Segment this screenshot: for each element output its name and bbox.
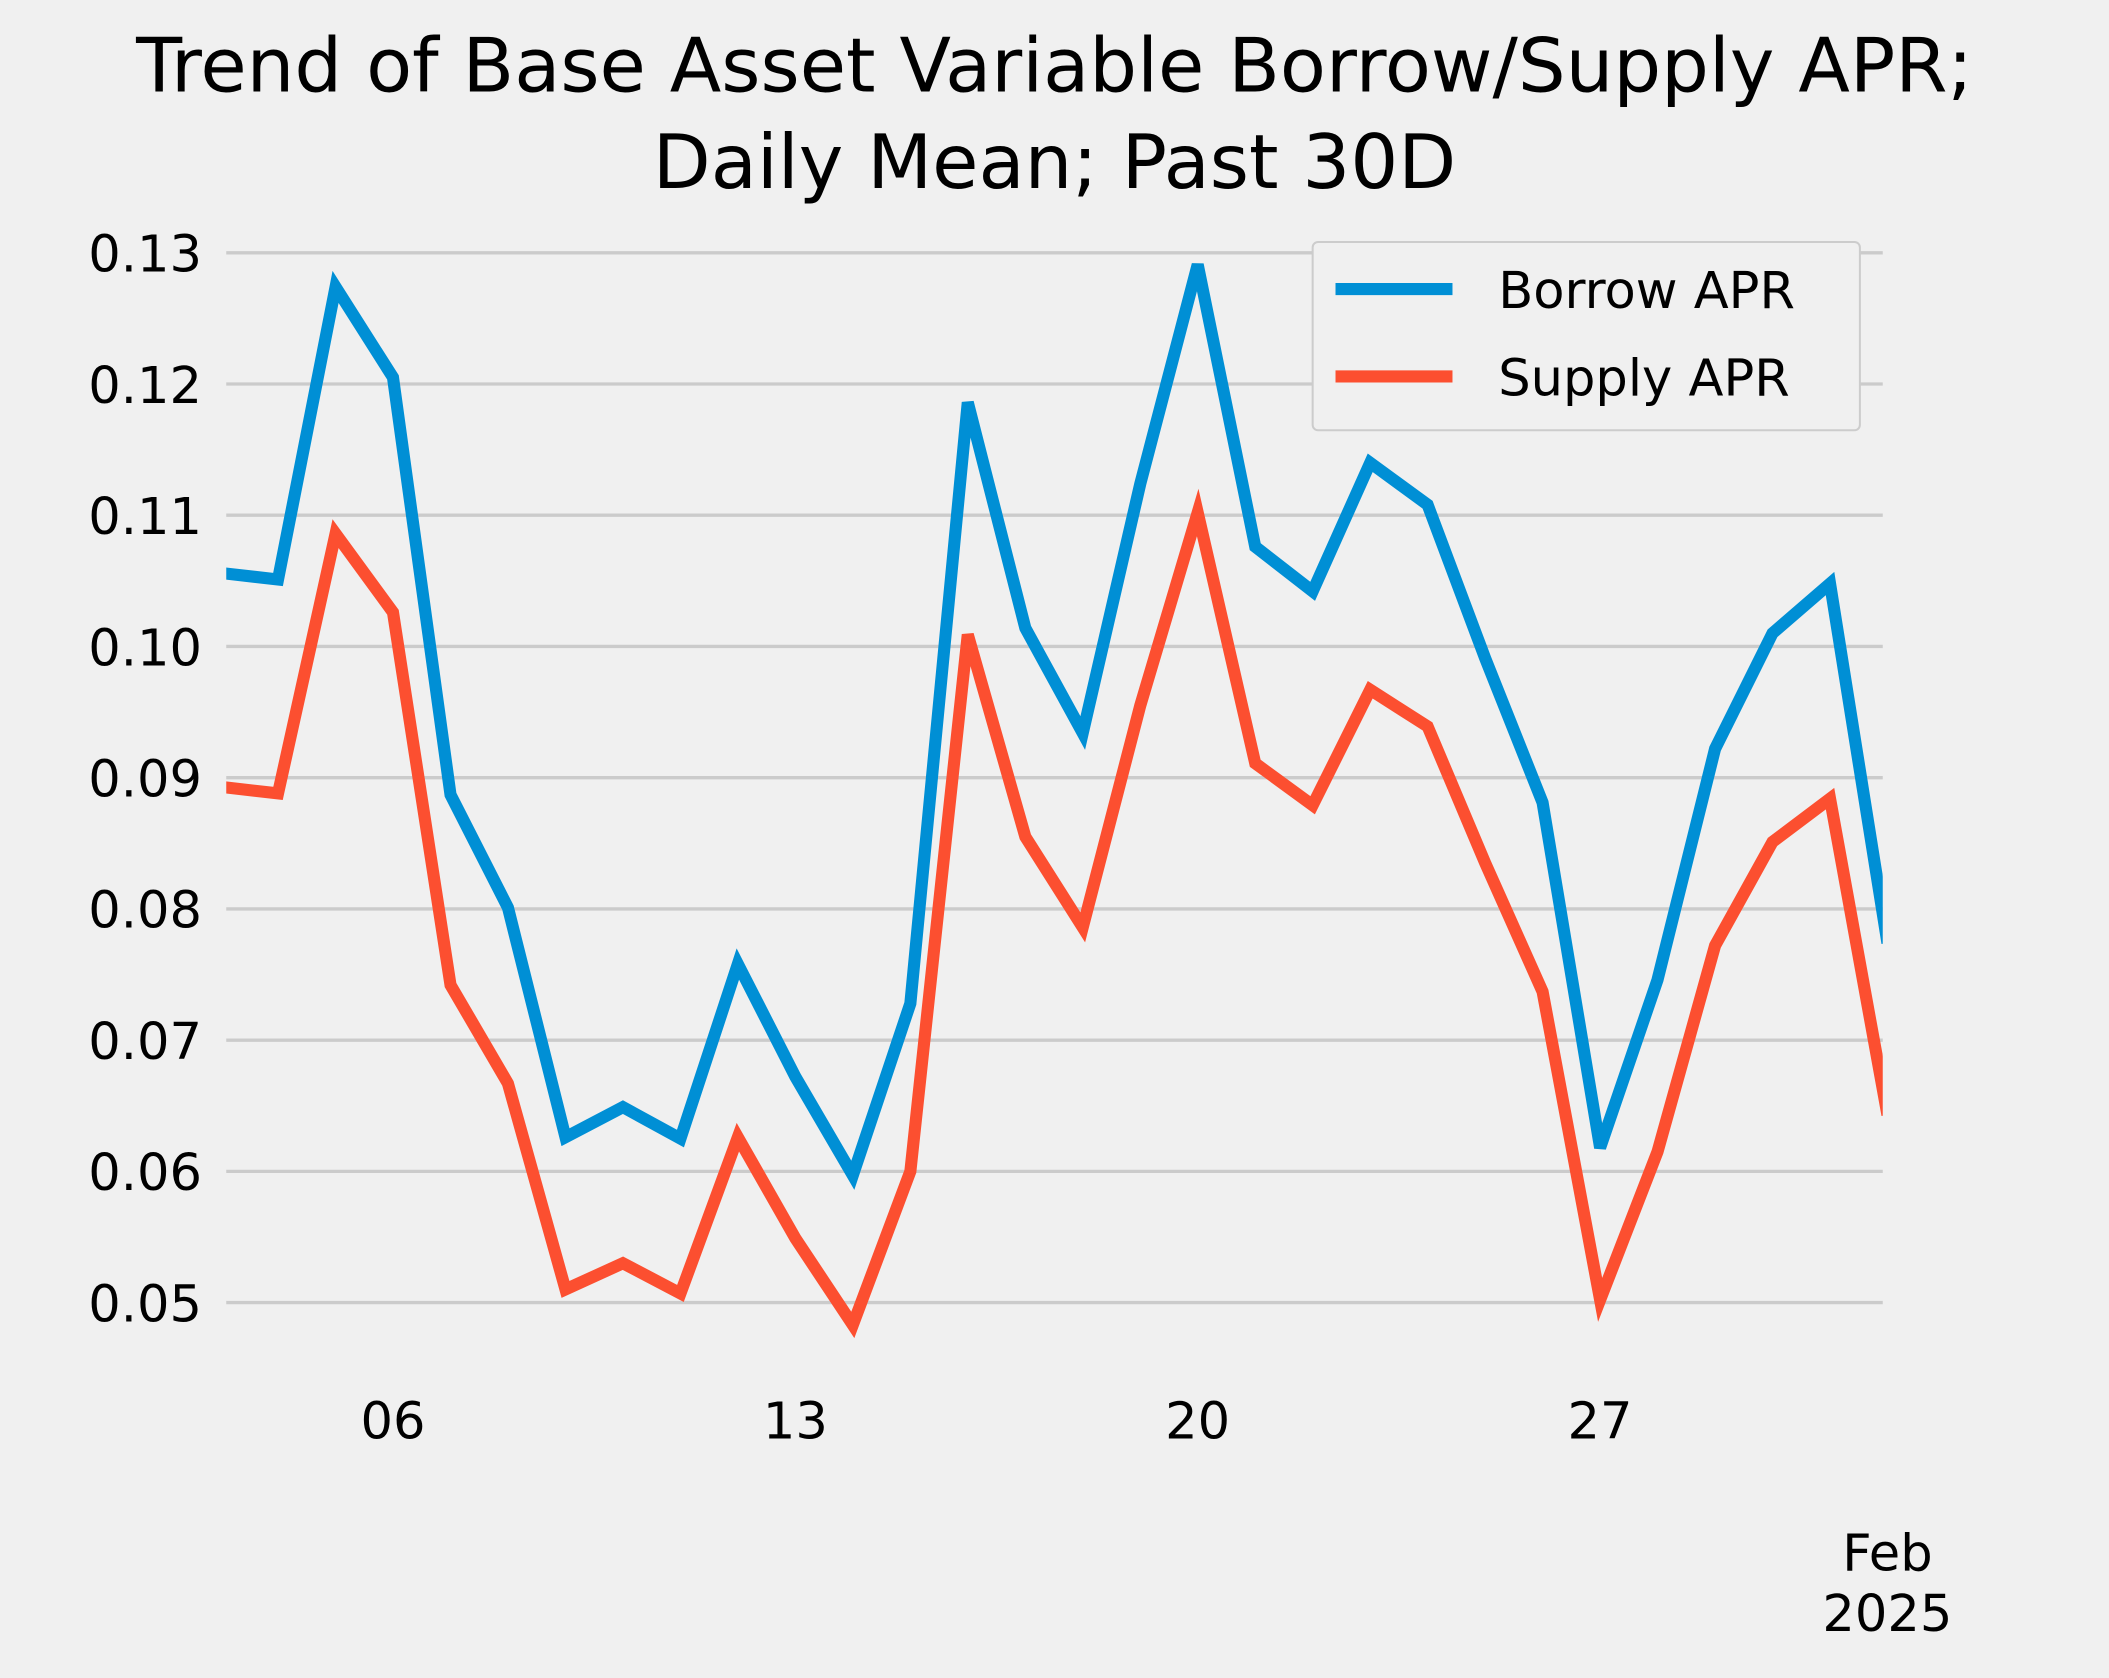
y-tick-label: 0.05 <box>88 1275 202 1334</box>
x-tick-label: 27 <box>1568 1393 1633 1452</box>
series-line-borrow-apr <box>226 263 1883 1190</box>
y-tick-label: 0.11 <box>88 488 202 547</box>
series-lines <box>226 263 1883 1339</box>
x-tick-label: 20 <box>1165 1393 1230 1452</box>
y-tick-label: 0.10 <box>88 619 202 678</box>
legend-label-supply: Supply APR <box>1498 349 1790 408</box>
y-tick-label: 0.13 <box>88 226 202 285</box>
y-tick-label: 0.12 <box>88 357 202 416</box>
x-tick-label: 13 <box>763 1393 828 1452</box>
x-tick-label: 06 <box>360 1393 425 1452</box>
y-tick-label: 0.08 <box>88 882 202 941</box>
legend-label-borrow: Borrow APR <box>1498 262 1795 321</box>
y-tick-label: 0.06 <box>88 1144 202 1203</box>
chart-title-line-2: Daily Mean; Past 30D <box>653 118 1456 206</box>
x-tick-label: Feb <box>1842 1524 1932 1583</box>
chart-title-line-1: Trend of Base Asset Variable Borrow/Supp… <box>135 21 1973 109</box>
legend: Borrow APR Supply APR <box>1311 241 1861 432</box>
series-line-supply-apr <box>226 488 1883 1339</box>
x-tick-label: 2025 <box>1822 1585 1952 1644</box>
y-tick-label: 0.07 <box>88 1013 202 1072</box>
y-tick-label: 0.09 <box>88 751 202 810</box>
y-axis-ticks: 0.05 0.06 0.07 0.08 0.09 0.10 0.11 0.12 0.13 <box>88 226 202 1335</box>
